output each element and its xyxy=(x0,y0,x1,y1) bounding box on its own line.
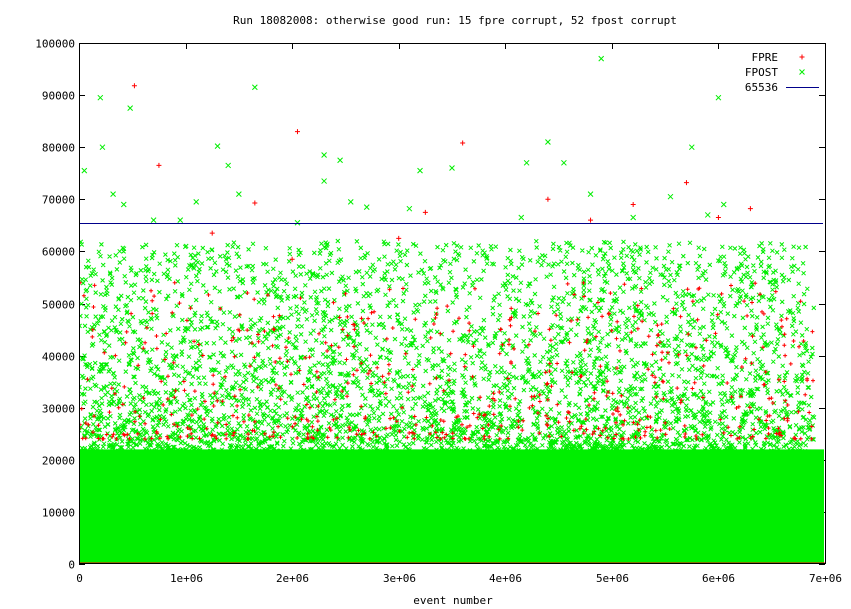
fpost-point xyxy=(667,193,674,200)
fpre-point xyxy=(294,129,300,135)
fpost-point xyxy=(127,105,134,111)
fpost-point xyxy=(347,199,354,205)
fpost-point xyxy=(518,214,525,221)
x-tick-label: 6e+06 xyxy=(702,572,735,585)
fpre-point xyxy=(209,230,215,236)
fpost-point xyxy=(523,159,530,166)
y-tick-label: 100000 xyxy=(35,38,75,51)
fpre-point xyxy=(545,196,551,202)
y-axis: 0 10000 20000 30000 40000 50000 60000 70000 8000… xyxy=(35,38,825,572)
fpost-point xyxy=(97,94,104,101)
fpost-point xyxy=(214,143,221,150)
fpost-point xyxy=(720,201,727,208)
fpost-point xyxy=(417,167,423,174)
fpost-point xyxy=(561,159,567,166)
fpost-point xyxy=(110,191,116,197)
fpost-point xyxy=(193,199,200,205)
fpost-point xyxy=(545,139,551,145)
plot-area xyxy=(79,55,825,564)
y-tick-label: 80000 xyxy=(42,142,75,155)
fpost-point xyxy=(449,165,455,171)
fpost-point xyxy=(688,144,695,151)
fpre-point xyxy=(396,235,402,241)
x-tick-label: 0 xyxy=(76,572,83,585)
fpost-point xyxy=(99,144,106,151)
legend-label: FPOST xyxy=(745,66,778,79)
fpost-point xyxy=(294,219,301,226)
fpost-point xyxy=(81,167,88,174)
y-tick-label: 60000 xyxy=(42,246,75,259)
y-tick-label: 0 xyxy=(68,559,75,572)
fpost-point xyxy=(120,201,127,208)
fpost-point xyxy=(177,217,184,223)
fpre-point xyxy=(460,140,466,146)
y-tick-label: 50000 xyxy=(42,299,75,312)
legend-label: 65536 xyxy=(745,81,778,94)
fpre-point xyxy=(799,54,805,60)
fpost-scatter xyxy=(79,238,817,463)
dense-data-cloud xyxy=(79,238,825,564)
fpost-point xyxy=(321,152,327,158)
fpre-point xyxy=(630,202,636,208)
fpost-point xyxy=(630,214,637,221)
fpost-point xyxy=(337,157,343,164)
fpre-point xyxy=(715,215,721,221)
x-tick-label: 2e+06 xyxy=(276,572,309,585)
fpost-point xyxy=(704,212,711,218)
fpost-point xyxy=(799,69,805,75)
dense-fill xyxy=(80,449,824,564)
fpost-point xyxy=(150,217,157,223)
fpost-point xyxy=(321,178,327,184)
fpost-point xyxy=(406,205,413,212)
chart-title: Run 18082008: otherwise good run: 15 fpr… xyxy=(233,14,677,27)
fpre-point xyxy=(683,180,689,186)
fpost-point xyxy=(598,55,605,62)
x-tick-label: 1e+06 xyxy=(170,572,203,585)
fpost-point xyxy=(225,162,232,169)
y-tick-label: 10000 xyxy=(42,507,75,520)
fpost-point xyxy=(363,204,370,210)
fpre-point xyxy=(131,83,137,89)
x-tick-label: 3e+06 xyxy=(383,572,416,585)
x-axis: 0 1e+06 2e+06 3e+06 4e+06 5e+06 6e+06 7e+06 xyxy=(76,43,842,585)
y-tick-label: 20000 xyxy=(42,455,75,468)
fpre-point xyxy=(422,209,428,215)
fpre-scatter xyxy=(79,280,815,441)
plot-frame xyxy=(79,43,826,564)
fpre-point xyxy=(747,206,753,212)
y-tick-label: 70000 xyxy=(42,194,75,207)
x-axis-label: event number xyxy=(413,594,493,607)
legend-label: FPRE xyxy=(752,51,779,64)
fpost-point xyxy=(715,94,722,101)
outlier-points xyxy=(81,55,753,262)
legend: FPRE FPOST 65536 xyxy=(745,51,819,94)
y-tick-label: 30000 xyxy=(42,403,75,416)
y-tick-label: 90000 xyxy=(42,90,75,103)
fpre-point xyxy=(289,256,295,262)
fpost-point xyxy=(236,191,242,197)
y-tick-label: 40000 xyxy=(42,351,75,364)
fpre-point xyxy=(252,200,258,206)
x-tick-label: 5e+06 xyxy=(596,572,629,585)
x-tick-label: 4e+06 xyxy=(489,572,522,585)
fpre-point xyxy=(156,162,162,168)
fpost-point xyxy=(251,84,258,91)
fpre-point xyxy=(588,217,594,223)
fpost-point xyxy=(587,191,594,197)
x-tick-label: 7e+06 xyxy=(809,572,842,585)
